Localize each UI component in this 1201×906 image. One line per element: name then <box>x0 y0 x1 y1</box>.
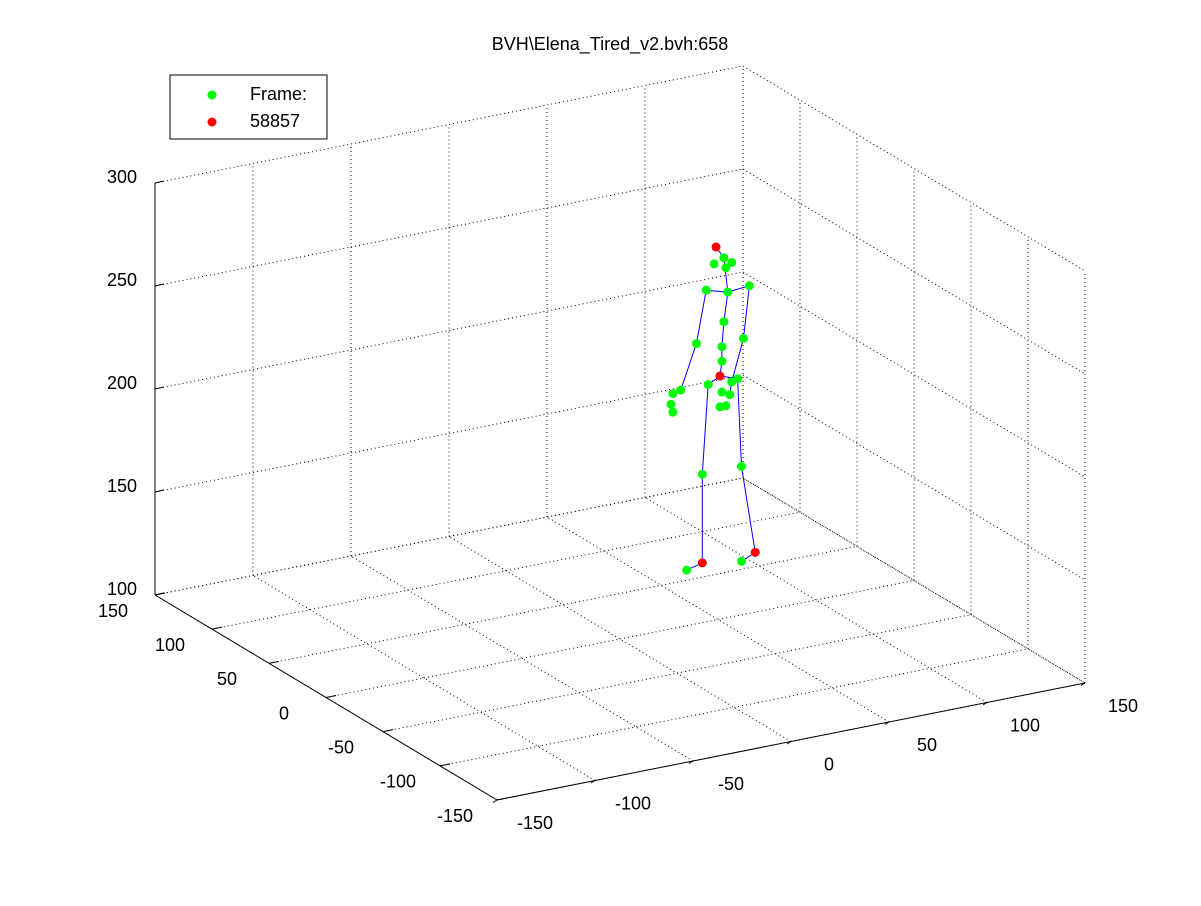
x-tick <box>1080 682 1086 686</box>
z-tick-label: 150 <box>107 476 137 496</box>
z-tick <box>154 180 165 184</box>
joint-point <box>682 565 692 575</box>
joint-point <box>701 285 711 295</box>
joint-point <box>725 390 735 400</box>
z-tick-label: 300 <box>107 167 137 187</box>
y-tick <box>211 626 223 630</box>
y-tick-label: 100 <box>155 635 185 655</box>
z-tick <box>154 283 165 287</box>
joint-point <box>737 556 747 566</box>
joint-point <box>717 342 727 352</box>
x-tick <box>884 721 890 725</box>
y-tick-label: 0 <box>279 703 289 723</box>
z-tick <box>154 386 165 390</box>
x-tick-label: -150 <box>517 813 553 833</box>
x-tick <box>590 780 596 784</box>
joint-point <box>703 380 713 390</box>
grid-line <box>742 374 1086 581</box>
legend-label: 58857 <box>250 111 300 131</box>
z-tick-label: 100 <box>107 579 137 599</box>
grid-line <box>742 271 1086 478</box>
joint-point <box>721 263 731 273</box>
grid-line <box>448 536 792 742</box>
grid-line <box>252 575 596 781</box>
joint-point <box>737 462 747 471</box>
joint-point <box>668 389 678 399</box>
grid-line <box>742 65 1086 272</box>
legend-marker <box>207 90 217 100</box>
joint-point <box>697 469 707 479</box>
grid-line <box>742 168 1086 375</box>
legend-marker <box>207 117 217 127</box>
joint-point <box>676 385 686 395</box>
y-tick <box>382 729 394 733</box>
joint-point <box>727 257 737 267</box>
z-tick-label: 250 <box>107 270 137 290</box>
y-tick <box>268 660 280 664</box>
grid-line <box>546 516 890 723</box>
joint-point <box>709 259 719 269</box>
y-tick-label: -150 <box>437 806 473 826</box>
joint-point <box>750 547 760 557</box>
x-tick <box>688 760 694 764</box>
x-tick <box>786 741 792 745</box>
x-tick-label: -50 <box>718 774 744 794</box>
x-tick-label: 50 <box>917 735 937 755</box>
y-tick <box>439 763 451 767</box>
x-tick-label: 0 <box>824 754 834 774</box>
y-tick-label: -50 <box>328 737 354 757</box>
joint-point <box>666 399 676 409</box>
joint-point <box>711 242 721 252</box>
x-tick-label: -100 <box>615 793 651 813</box>
z-tick <box>154 592 165 596</box>
y-tick-label: 50 <box>217 669 237 689</box>
joint-point <box>668 407 678 417</box>
joint-point <box>744 281 754 291</box>
joint-point <box>727 377 737 387</box>
grid-line <box>350 555 694 762</box>
x-tick <box>982 702 988 706</box>
joint-point <box>719 317 729 327</box>
x-tick <box>492 799 498 803</box>
legend-box <box>169 74 328 140</box>
grid-line <box>742 477 1086 684</box>
z-tick <box>154 489 165 493</box>
x-tick-label: 150 <box>1108 696 1138 716</box>
y-tick-label: 150 <box>98 601 128 621</box>
y-tick <box>325 695 337 698</box>
joint-point <box>723 287 733 297</box>
z-tick-label: 200 <box>107 373 137 393</box>
joint-point <box>719 253 729 263</box>
joint-point <box>691 339 701 349</box>
x-tick-label: 100 <box>1010 715 1040 735</box>
chart-title: BVH\Elena_Tired_v2.bvh:658 <box>492 34 728 55</box>
legend-label: Frame: <box>250 84 307 104</box>
y-tick-label: -100 <box>380 772 416 792</box>
joint-point <box>717 387 727 397</box>
joint-point <box>738 333 748 343</box>
joint-point <box>715 402 725 412</box>
joint-point <box>697 558 707 568</box>
y-tick <box>496 797 508 801</box>
joint-point <box>715 371 725 381</box>
joint-point <box>717 356 727 366</box>
